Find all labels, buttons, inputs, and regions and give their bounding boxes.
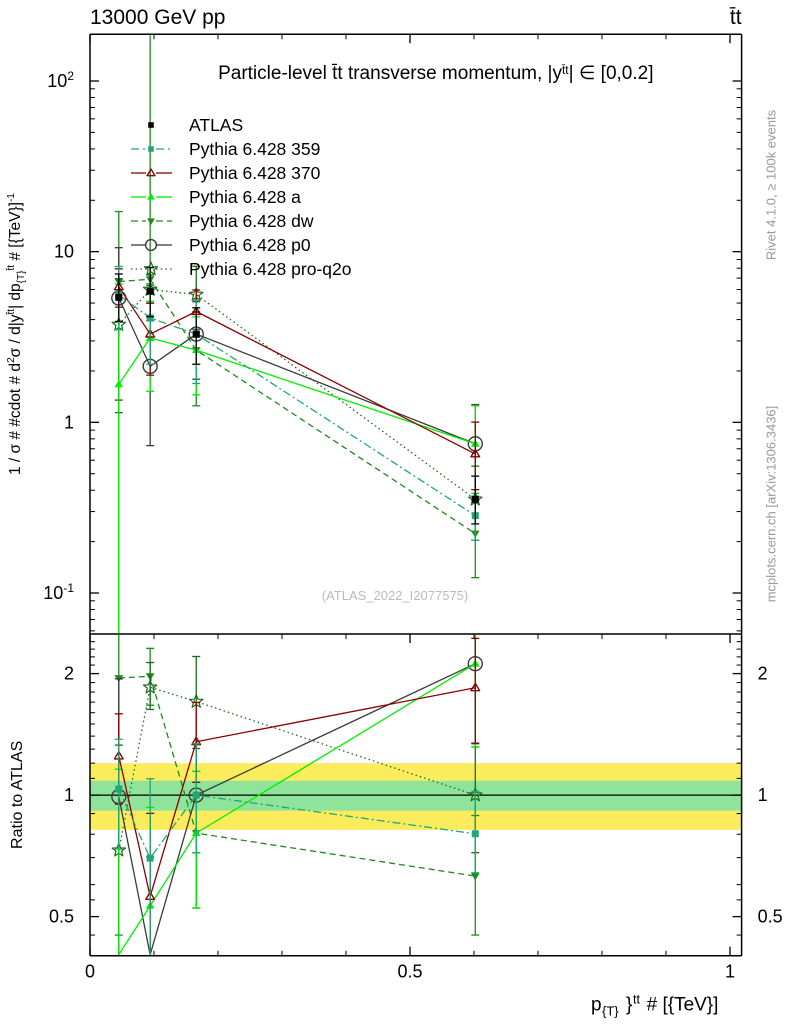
svg-text:Pythia 6.428 a: Pythia 6.428 a — [189, 187, 301, 207]
svg-text:mcplots.cern.ch [arXiv:1306.34: mcplots.cern.ch [arXiv:1306.3436] — [764, 406, 779, 603]
svg-text:1: 1 — [725, 962, 735, 982]
svg-text:Pythia 6.428 pro-q2o: Pythia 6.428 pro-q2o — [189, 259, 351, 279]
svg-text:0.5: 0.5 — [397, 962, 422, 982]
svg-text:p: p — [591, 995, 602, 1016]
svg-text:}: } — [626, 995, 632, 1016]
svg-text:1: 1 — [64, 412, 74, 432]
svg-text:2: 2 — [64, 664, 74, 684]
svg-text:Pythia 6.428 370: Pythia 6.428 370 — [189, 163, 321, 183]
svg-text:1: 1 — [758, 785, 768, 805]
svg-text:Pythia 6.428 dw: Pythia 6.428 dw — [189, 211, 314, 231]
svg-text:13000 GeV pp: 13000 GeV pp — [90, 6, 225, 29]
svg-text:0: 0 — [85, 962, 95, 982]
svg-text:{T}: {T} — [602, 1004, 619, 1019]
svg-text:Particle-level t̄t transverse: Particle-level t̄t transverse momentum, … — [218, 63, 653, 84]
svg-text:Pythia 6.428 p0: Pythia 6.428 p0 — [189, 235, 311, 255]
svg-text:tt: tt — [633, 993, 640, 1007]
svg-text:# [{TeV}]: # [{TeV}] — [647, 995, 719, 1016]
svg-text:ATLAS: ATLAS — [189, 115, 243, 135]
svg-text:Rivet 4.1.0, ≥ 100k events: Rivet 4.1.0, ≥ 100k events — [764, 109, 779, 260]
svg-text:1: 1 — [64, 785, 74, 805]
svg-text:10: 10 — [54, 242, 74, 262]
svg-text:1 / σ # #cdot # d2σ / d|yt̄t|: 1 / σ # #cdot # d2σ / d|yt̄t| dp{T}t̄t #… — [5, 193, 27, 475]
svg-text:(ATLAS_2022_I2077575): (ATLAS_2022_I2077575) — [322, 588, 468, 603]
svg-text:0.5: 0.5 — [758, 907, 783, 927]
svg-text:2: 2 — [758, 664, 768, 684]
svg-text:Ratio to ATLAS: Ratio to ATLAS — [9, 741, 26, 849]
svg-text:0.5: 0.5 — [49, 907, 74, 927]
svg-text:t̄t: t̄t — [730, 6, 742, 29]
svg-text:Pythia 6.428 359: Pythia 6.428 359 — [189, 139, 320, 159]
